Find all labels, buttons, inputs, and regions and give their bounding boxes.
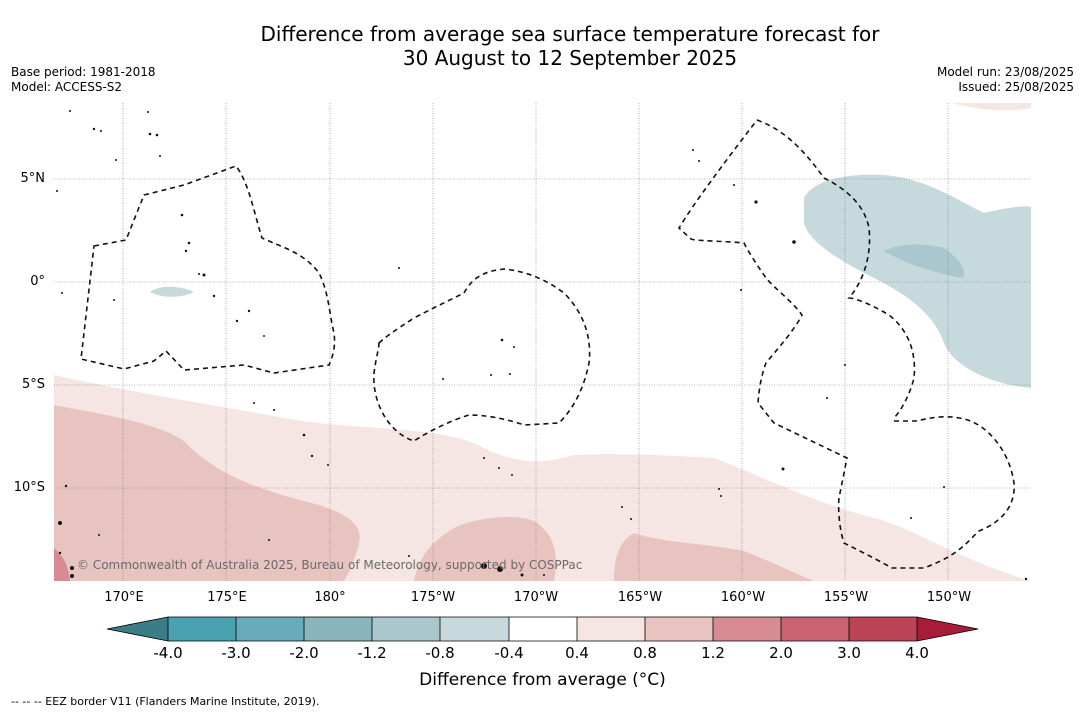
colorbar-segment-6 — [509, 617, 577, 641]
map-title-line2: 30 August to 12 September 2025 — [402, 46, 738, 70]
anomaly-region-light-warm-ne — [952, 103, 1031, 111]
lat-label-10s: 10°S — [13, 480, 45, 495]
meta-right: Model run: 23/08/2025 Issued: 25/08/2025 — [937, 65, 1074, 95]
lat-label-5s: 5°S — [21, 377, 45, 392]
model-run: Model run: 23/08/2025 — [936, 65, 1074, 79]
colorbar-tick-4: -0.8 — [425, 644, 455, 662]
lon-label-180: 180° — [314, 590, 346, 605]
colorbar-segment-1 — [168, 617, 236, 641]
colorbar-tick-2: -2.0 — [289, 644, 319, 662]
lon-label-170w: 170°W — [513, 590, 559, 605]
lat-label-5n: 5°N — [20, 171, 46, 186]
colorbar-tick-10: 3.0 — [837, 644, 861, 662]
anomaly-region-strong-warm — [54, 548, 70, 581]
colorbar-segment-3 — [304, 617, 372, 641]
colorbar-segment-5 — [440, 617, 509, 641]
map-title: Difference from average sea surface temp… — [0, 22, 1085, 70]
eez-border-tuvalu-west — [80, 165, 336, 374]
colorbar-dividers — [167, 617, 918, 641]
lon-label-160w: 160°W — [720, 590, 766, 605]
anomaly-region-medium-warm — [54, 405, 360, 581]
colorbar-tick-5: -0.4 — [494, 644, 524, 662]
eez-footnote: -- -- -- EEZ border V11 (Flanders Marine… — [11, 695, 320, 708]
colorbar-tick-3: -1.2 — [357, 644, 387, 662]
eez-border-east-south — [677, 119, 1015, 569]
colorbar-segment-4 — [372, 617, 440, 641]
anomaly-region-light-cool — [804, 174, 1031, 388]
anomaly-region-medium-cool — [884, 244, 965, 278]
eez-border-central — [373, 268, 591, 442]
colorbar-segment-9 — [713, 617, 781, 641]
copyright-notice: © Commonwealth of Australia 2025, Bureau… — [77, 558, 583, 572]
colorbar-segment-0 — [107, 617, 168, 641]
lon-label-175e: 175°E — [207, 590, 247, 605]
map-title-line1: Difference from average sea surface temp… — [260, 22, 880, 46]
islands — [56, 110, 1028, 581]
sst-anomaly-map — [54, 103, 1031, 581]
gridlines — [54, 103, 1031, 581]
model-name: Model: ACCESS-S2 — [11, 80, 123, 94]
lat-label-0: 0° — [30, 274, 45, 289]
colorbar-segment-12 — [917, 617, 978, 641]
colorbar-tick-8: 1.2 — [701, 644, 725, 662]
colorbar-segment-2 — [236, 617, 304, 641]
lon-label-150w: 150°W — [926, 590, 972, 605]
colorbar-tick-0: -4.0 — [153, 644, 183, 662]
colorbar-tick-7: 0.8 — [633, 644, 657, 662]
colorbar-tick-6: 0.4 — [565, 644, 589, 662]
lon-label-165w: 165°W — [617, 590, 663, 605]
eez-borders — [80, 119, 1015, 569]
colorbar-segment-11 — [849, 617, 917, 641]
anomaly-region-medium-warm-3 — [614, 533, 814, 581]
lon-label-175w: 175°W — [410, 590, 456, 605]
colorbar-tick-9: 2.0 — [769, 644, 793, 662]
anomaly-region-light-cool-west — [150, 286, 194, 297]
colorbar-tick-1: -3.0 — [221, 644, 251, 662]
meta-left: Base period: 1981-2018 Model: ACCESS-S2 — [11, 65, 156, 95]
colorbar-segment-7 — [577, 617, 645, 641]
lon-label-170e: 170°E — [104, 590, 144, 605]
colorbar-segment-8 — [645, 617, 713, 641]
colorbar — [106, 616, 979, 642]
base-period: Base period: 1981-2018 — [11, 65, 156, 79]
lon-label-155w: 155°W — [823, 590, 869, 605]
colorbar-segment-10 — [781, 617, 849, 641]
colorbar-title: Difference from average (°C) — [419, 670, 666, 690]
issued-date: Issued: 25/08/2025 — [958, 80, 1074, 94]
anomaly-region-medium-warm-2 — [414, 517, 556, 581]
colorbar-tick-11: 4.0 — [905, 644, 929, 662]
